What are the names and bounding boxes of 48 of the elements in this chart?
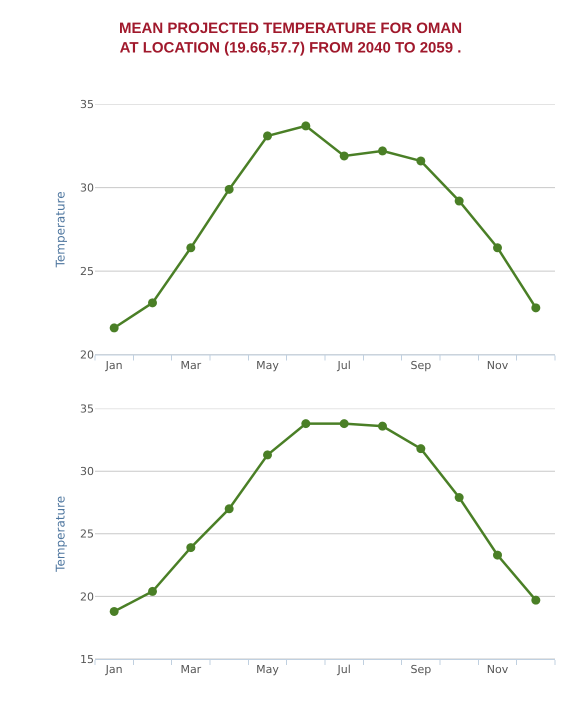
- point: [186, 243, 196, 252]
- point: [301, 419, 310, 428]
- point: [378, 146, 387, 156]
- point: [110, 323, 119, 332]
- x-tick-label: May: [256, 358, 280, 372]
- y-tick-label: 30: [80, 182, 94, 195]
- point: [493, 550, 502, 560]
- x-tick-label: Jul: [336, 663, 351, 676]
- point: [378, 422, 387, 431]
- point: [186, 543, 196, 552]
- y-tick-label: 30: [80, 465, 94, 478]
- x-tick-label: May: [256, 663, 280, 676]
- point: [454, 492, 464, 502]
- x-tick-label: Jan: [104, 663, 123, 676]
- point: [531, 596, 540, 605]
- point: [454, 196, 464, 206]
- y-tick-label: 20: [80, 348, 94, 362]
- y-tick-label: 35: [80, 402, 94, 416]
- x-tick-label: Nov: [486, 358, 509, 372]
- y-tick-label: 25: [80, 528, 94, 541]
- point: [263, 131, 272, 140]
- point: [340, 419, 349, 428]
- point: [110, 606, 119, 616]
- y-tick-label: 25: [80, 264, 94, 278]
- x-tick-label: Jan: [104, 358, 123, 372]
- point: [416, 444, 426, 454]
- point: [263, 450, 272, 460]
- x-tick-label: Sep: [410, 358, 432, 372]
- x-tick-label: Nov: [486, 663, 509, 676]
- point: [148, 298, 157, 308]
- x-tick-label: Mar: [180, 358, 202, 372]
- y-tick-label: 35: [80, 98, 94, 112]
- point: [531, 303, 540, 312]
- y-tick-label: 20: [80, 590, 94, 604]
- point: [340, 151, 349, 160]
- point: [224, 504, 234, 514]
- point: [301, 121, 310, 130]
- chart-title: MEAN PROJECTED TEMPERATURE FOR OMAN AT LOCATION (19.66,57.7) FROM 2040 TO 2059 .: [119, 20, 462, 56]
- point: [493, 243, 502, 252]
- x-tick-label: Jul: [336, 358, 351, 372]
- point: [224, 184, 234, 194]
- point: [416, 156, 426, 166]
- point: [148, 586, 157, 596]
- x-tick-label: Sep: [410, 663, 432, 676]
- y-axis-title: Temperature: [53, 496, 68, 573]
- y-axis-title: Temperature: [53, 191, 68, 268]
- y-tick-label: 15: [80, 652, 94, 666]
- x-tick-label: Mar: [180, 663, 202, 676]
